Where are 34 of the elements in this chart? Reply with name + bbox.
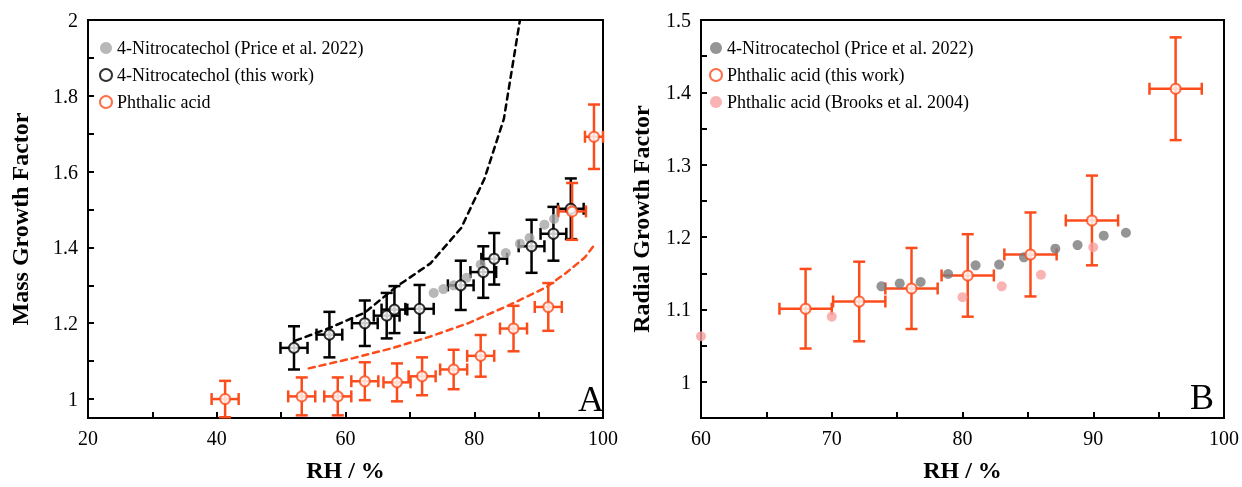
y-tick-label: 1.8 xyxy=(53,84,78,107)
x-tick-label: 20 xyxy=(78,427,98,449)
y-tick-label: 1 xyxy=(681,370,691,393)
y-tick-label: 1.4 xyxy=(666,81,691,104)
x-tick-label: 60 xyxy=(335,427,356,449)
y-tick-label: 1.4 xyxy=(53,236,78,259)
x-tick-label: 100 xyxy=(1209,427,1239,449)
x-tick-label: 90 xyxy=(1083,427,1104,449)
y-tick-label: 1.2 xyxy=(53,312,78,335)
x-tick-label: 60 xyxy=(691,427,711,449)
y-tick-label: 1.3 xyxy=(666,153,691,176)
x-axis-title: RH / % xyxy=(923,457,1002,483)
x-tick-label: 70 xyxy=(821,427,842,449)
y-tick-label: 1 xyxy=(68,388,78,411)
legend-label: Phthalic acid (Brooks et al. 2004) xyxy=(727,92,969,113)
annotation: B xyxy=(1189,377,1214,417)
annotation: A xyxy=(578,379,604,419)
legend-label: Phthalic acid xyxy=(117,92,211,112)
legend-label: 4-Nitrocatechol (Price et al. 2022) xyxy=(117,38,364,59)
y-tick-label: 1.6 xyxy=(53,160,78,183)
x-tick-label: 80 xyxy=(464,427,485,449)
y-tick-label: 1.1 xyxy=(666,298,691,321)
y-tick-label: 1.2 xyxy=(666,226,691,249)
x-tick-label: 100 xyxy=(588,427,618,449)
x-tick-label: 40 xyxy=(206,427,227,449)
legend-label: 4-Nitrocatechol (this work) xyxy=(117,65,314,86)
y-tick-label: 2 xyxy=(68,9,78,31)
x-tick-label: 80 xyxy=(952,427,973,449)
y-axis-title: Mass Growth Factor xyxy=(7,112,33,326)
y-tick-label: 1.5 xyxy=(666,9,691,31)
x-axis-title: RH / % xyxy=(306,457,385,483)
y-axis-title: Radial Growth Factor xyxy=(628,104,654,333)
legend-label: 4-Nitrocatechol (Price et al. 2022) xyxy=(727,38,974,59)
legend-label: Phthalic acid (this work) xyxy=(727,65,905,86)
